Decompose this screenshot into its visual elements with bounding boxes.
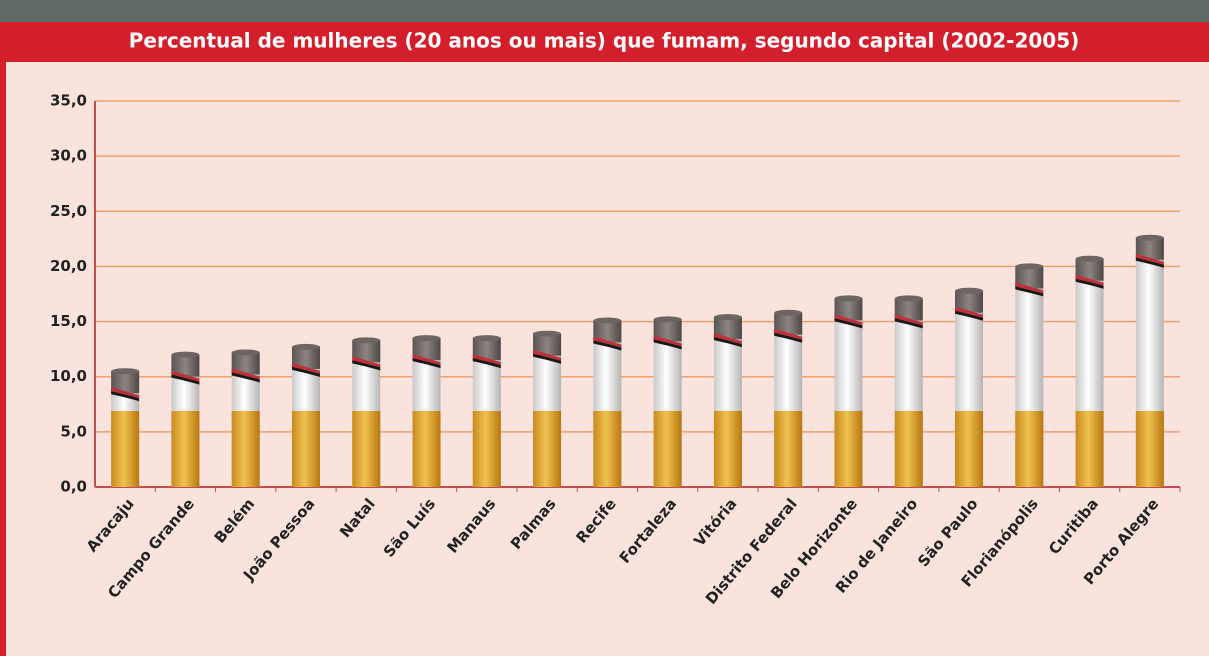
bar <box>1015 263 1043 487</box>
bar-filter <box>171 411 199 487</box>
y-tick-label: 10,0 <box>50 367 87 385</box>
bar-ash-top <box>834 295 862 301</box>
bar <box>232 349 260 487</box>
bar-ash-top <box>292 344 320 350</box>
bar-ash-top <box>1015 263 1043 269</box>
bar-filter <box>593 411 621 487</box>
bar <box>1076 256 1104 487</box>
bar <box>171 352 199 487</box>
bar-filter <box>352 411 380 487</box>
y-tick-label: 35,0 <box>50 92 87 110</box>
y-tick-label: 25,0 <box>50 202 87 220</box>
bar <box>714 314 742 487</box>
bar-filter <box>1076 411 1104 487</box>
bar-ash-top <box>111 368 139 374</box>
bar <box>473 335 501 487</box>
bar-filter <box>413 411 441 487</box>
page: {"chart_data": {"type": "bar", "title": … <box>0 0 1209 656</box>
bar-ash-top <box>955 288 983 294</box>
bar-filter <box>774 411 802 487</box>
chart: Percentual de mulheres (20 anos ou mais)… <box>0 0 1209 656</box>
bar-filter <box>834 411 862 487</box>
bar-ash-top <box>895 295 923 301</box>
bar <box>774 310 802 487</box>
bar <box>533 331 561 487</box>
bar <box>593 317 621 487</box>
bar-ash-top <box>352 337 380 343</box>
bar-filter <box>292 411 320 487</box>
bar-ash-top <box>774 310 802 316</box>
bar-filter <box>654 411 682 487</box>
bar-filter <box>533 411 561 487</box>
bar <box>834 295 862 487</box>
bar-filter <box>1015 411 1043 487</box>
bar-ash-top <box>593 317 621 323</box>
bar-ash-top <box>654 316 682 322</box>
bar-ash-top <box>714 314 742 320</box>
bar-filter <box>111 411 139 487</box>
y-tick-label: 15,0 <box>50 312 87 330</box>
bar-ash-top <box>473 335 501 341</box>
y-tick-label: 0,0 <box>60 478 87 496</box>
bar <box>895 295 923 487</box>
bar-filter <box>955 411 983 487</box>
bar <box>1136 235 1164 487</box>
y-tick-label: 20,0 <box>50 257 87 275</box>
bar-ash-top <box>413 335 441 341</box>
bar-ash-top <box>1076 256 1104 262</box>
y-tick-label: 30,0 <box>50 147 87 165</box>
bar-filter <box>232 411 260 487</box>
bar-filter <box>895 411 923 487</box>
bar <box>111 368 139 487</box>
bar-filter <box>473 411 501 487</box>
bar <box>654 316 682 487</box>
bar-filter <box>714 411 742 487</box>
bar-ash-top <box>171 352 199 358</box>
bar <box>955 288 983 487</box>
bar-ash-top <box>1136 235 1164 241</box>
bar <box>352 337 380 487</box>
bar-filter <box>1136 411 1164 487</box>
bar-ash-top <box>232 349 260 355</box>
y-tick-label: 5,0 <box>60 422 87 440</box>
chart-title: Percentual de mulheres (20 anos ou mais)… <box>129 29 1080 53</box>
bar <box>292 344 320 487</box>
bar <box>413 335 441 487</box>
bar-ash-top <box>533 331 561 337</box>
